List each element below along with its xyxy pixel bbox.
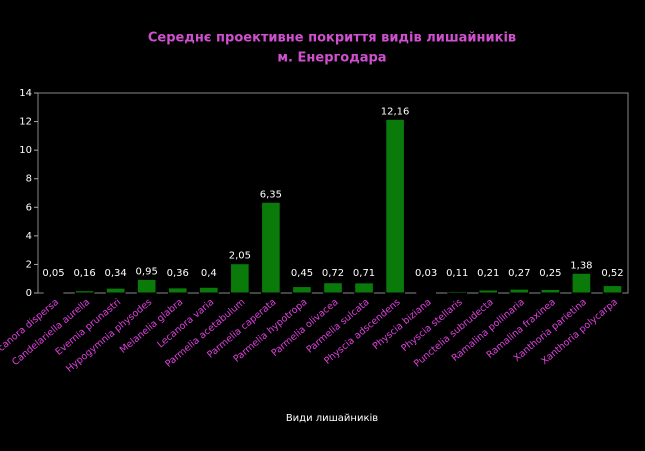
- value-label: 0,34: [104, 268, 126, 279]
- y-tick-label: 12: [19, 117, 32, 128]
- bar: [323, 282, 343, 294]
- value-label: 6,35: [260, 189, 282, 200]
- value-label: 12,16: [381, 106, 410, 117]
- bar: [447, 290, 468, 294]
- value-label: 0,95: [136, 266, 158, 277]
- plot-frame: [37, 92, 629, 294]
- value-label: 0,03: [415, 268, 437, 279]
- bar: [354, 282, 374, 294]
- value-label: 0,36: [167, 268, 189, 279]
- value-label: 0,71: [353, 268, 375, 279]
- y-tick-label: 10: [19, 145, 32, 156]
- bar: [509, 288, 530, 294]
- bar: [261, 201, 281, 294]
- value-label: 0,05: [42, 268, 64, 279]
- y-tick-label: 8: [26, 174, 32, 185]
- value-label: 0,52: [601, 268, 623, 279]
- value-label: 0,45: [291, 268, 313, 279]
- y-tick-label: 6: [26, 202, 32, 213]
- value-label: 2,05: [229, 251, 251, 262]
- bar: [292, 286, 312, 294]
- y-tick-label: 14: [19, 88, 32, 99]
- bar: [167, 287, 188, 294]
- value-label: 0,16: [73, 268, 95, 279]
- bar: [74, 290, 95, 294]
- bar: [540, 288, 561, 294]
- value-label: 0,4: [201, 268, 217, 279]
- value-label: 0,27: [508, 268, 530, 279]
- value-label: 0,21: [477, 268, 499, 279]
- value-label: 0,72: [322, 268, 344, 279]
- value-label: 0,11: [446, 268, 468, 279]
- bar: [478, 289, 499, 294]
- x-axis-label: Види лишайників: [286, 412, 378, 424]
- chart-title: м. Енергодара: [277, 51, 386, 66]
- y-tick-label: 2: [26, 259, 32, 270]
- y-tick-label: 0: [26, 288, 32, 299]
- bar: [136, 278, 157, 294]
- bar: [385, 118, 405, 294]
- chart-title: Середнє проективне покриття видів лишайн…: [148, 31, 516, 46]
- bar: [105, 287, 126, 294]
- bar: [43, 291, 64, 294]
- bar: [602, 285, 623, 294]
- y-tick-label: 4: [26, 231, 32, 242]
- value-label: 1,38: [570, 260, 592, 271]
- bar: [571, 272, 592, 294]
- bar: [198, 286, 219, 294]
- value-label: 0,25: [539, 268, 561, 279]
- bar: [230, 263, 250, 294]
